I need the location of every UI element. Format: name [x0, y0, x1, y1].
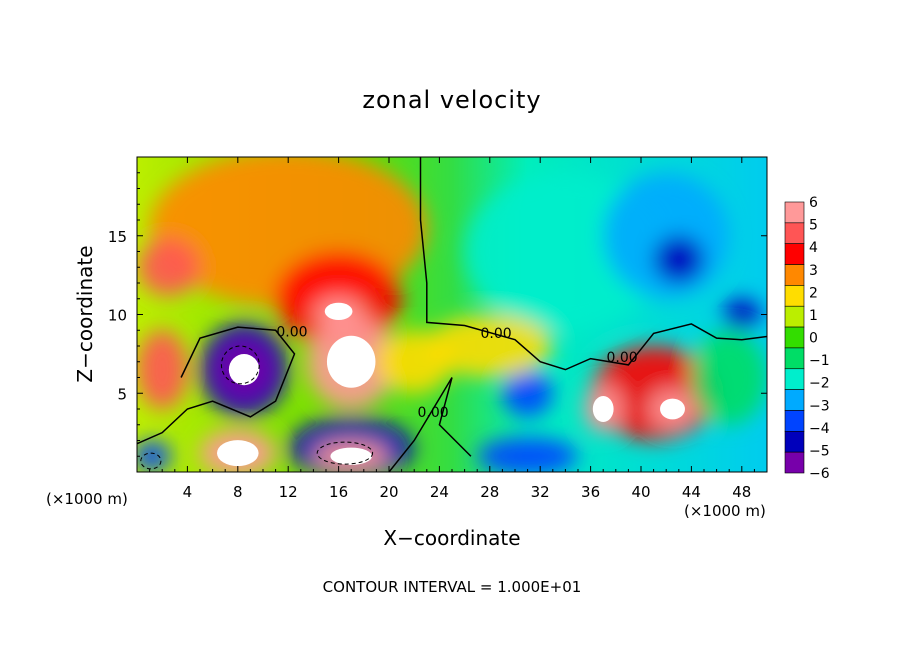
zero-contour: [388, 377, 472, 472]
colorbar-swatch: [784, 285, 805, 307]
field-blob: [137, 330, 188, 409]
field-blobs: [137, 157, 767, 472]
field-blob: [137, 440, 172, 472]
x-tick-label: 12: [279, 483, 298, 501]
contour-interval-note: CONTOUR INTERVAL = 1.000E+01: [322, 578, 582, 596]
field-core: [592, 396, 614, 422]
contour-label: 0.00: [607, 350, 638, 366]
x-unit-note-left: (×1000 m): [46, 490, 128, 508]
colorbar: 6 5 4 3 2 1 0 −1 −2 −3 −4 −5 −6: [784, 195, 830, 482]
colorbar-label: −2: [809, 376, 830, 392]
contour-label: 0.00: [481, 326, 512, 342]
x-tick-label: 4: [183, 483, 193, 501]
negative-contour: [220, 345, 260, 385]
y-tick-label: 5: [117, 385, 127, 403]
colorbar-label: 4: [809, 240, 818, 256]
field-core: [326, 335, 376, 388]
contour-lines: [137, 157, 767, 472]
colorbar-label: −5: [809, 443, 830, 459]
x-tick-label: 44: [682, 483, 701, 501]
contour-label: 0.00: [276, 325, 307, 341]
x-tick-label: 8: [233, 483, 243, 501]
field-core: [217, 440, 259, 467]
colorbar-swatch: [784, 389, 805, 411]
colorbar-label: 6: [809, 195, 818, 211]
field-layer: [137, 157, 767, 472]
colorbar-swatch: [784, 264, 805, 286]
colorbar-swatch: [784, 305, 805, 328]
field-blob: [502, 369, 553, 417]
field-blob: [477, 437, 578, 472]
contour-label: 0.00: [418, 405, 449, 421]
field-blob: [691, 330, 767, 425]
colorbar-swatch: [784, 243, 805, 265]
field-blob: [138, 238, 199, 296]
zero-contour: [419, 157, 767, 371]
colorbar-label: −3: [809, 398, 830, 414]
x-tick-label: 24: [430, 483, 449, 501]
colorbar-swatch: [784, 326, 805, 349]
field-core: [324, 302, 353, 321]
x-unit-note-right: (×1000 m): [684, 502, 766, 520]
colorbar-swatch: [784, 431, 805, 453]
colorbar-label: 3: [809, 263, 818, 279]
colorbar-swatch: [784, 451, 805, 474]
x-tick-label: 36: [581, 483, 600, 501]
colorbar-label: 1: [809, 308, 818, 324]
zero-contour: [137, 326, 296, 445]
field-core: [228, 354, 260, 386]
x-tick-label: 28: [480, 483, 499, 501]
x-tick-label: 48: [732, 483, 751, 501]
field-blob: [722, 298, 761, 331]
field-blob: [426, 314, 553, 378]
colorbar-swatch: [784, 410, 805, 432]
field-core: [660, 398, 685, 420]
x-tick-label: 32: [531, 483, 550, 501]
x-axis-label: X−coordinate: [383, 526, 521, 550]
x-tick-label: 16: [329, 483, 348, 501]
field-blob: [603, 172, 730, 299]
y-tick-label: 15: [108, 228, 127, 246]
negative-contour: [316, 441, 374, 465]
colorbar-swatch: [784, 222, 805, 244]
y-tick-label: 10: [108, 307, 127, 325]
colorbar-label: 5: [809, 218, 818, 234]
y-axis-label: Z−coordinate: [73, 245, 97, 383]
negative-contour: [140, 452, 162, 470]
plot-area: [137, 157, 767, 472]
contour-labels: 0.00 0.00 0.00 0.00: [276, 325, 637, 421]
chart-title: zonal velocity: [362, 86, 542, 114]
field-core: [330, 447, 372, 465]
colorbar-label: −6: [809, 466, 830, 482]
colorbar-label: 2: [809, 285, 818, 301]
colorbar-swatch: [784, 201, 805, 224]
x-tick-label: 20: [379, 483, 398, 501]
field-blob: [653, 235, 704, 283]
colorbar-swatch: [784, 368, 805, 390]
x-tick-label: 40: [631, 483, 650, 501]
colorbar-label: −4: [809, 421, 830, 437]
contour-group: [137, 157, 767, 472]
colorbar-label: 0: [809, 331, 818, 347]
colorbar-swatch: [784, 347, 805, 370]
colorbar-label: −1: [809, 353, 830, 369]
